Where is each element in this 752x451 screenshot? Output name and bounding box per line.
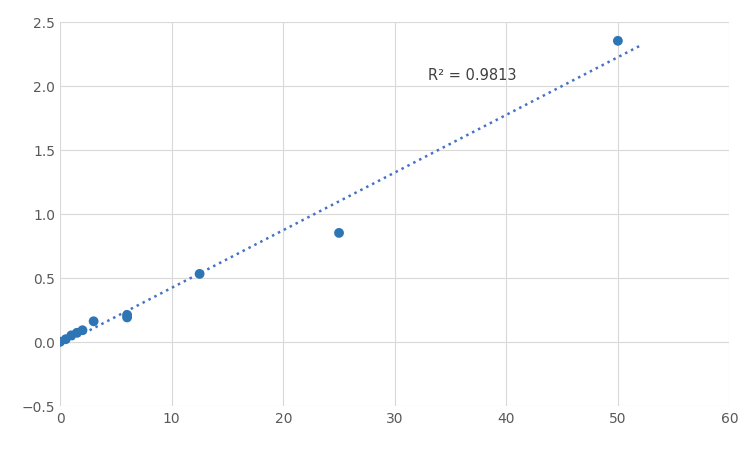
Point [71,329,83,336]
Point [193,271,205,278]
Point [54,338,66,345]
Point [612,38,624,46]
Point [59,336,71,343]
Point [65,332,77,339]
Point [121,314,133,322]
Point [87,318,99,325]
Text: R² = 0.9813: R² = 0.9813 [429,68,517,83]
Point [77,327,89,334]
Point [121,312,133,319]
Point [333,230,345,237]
